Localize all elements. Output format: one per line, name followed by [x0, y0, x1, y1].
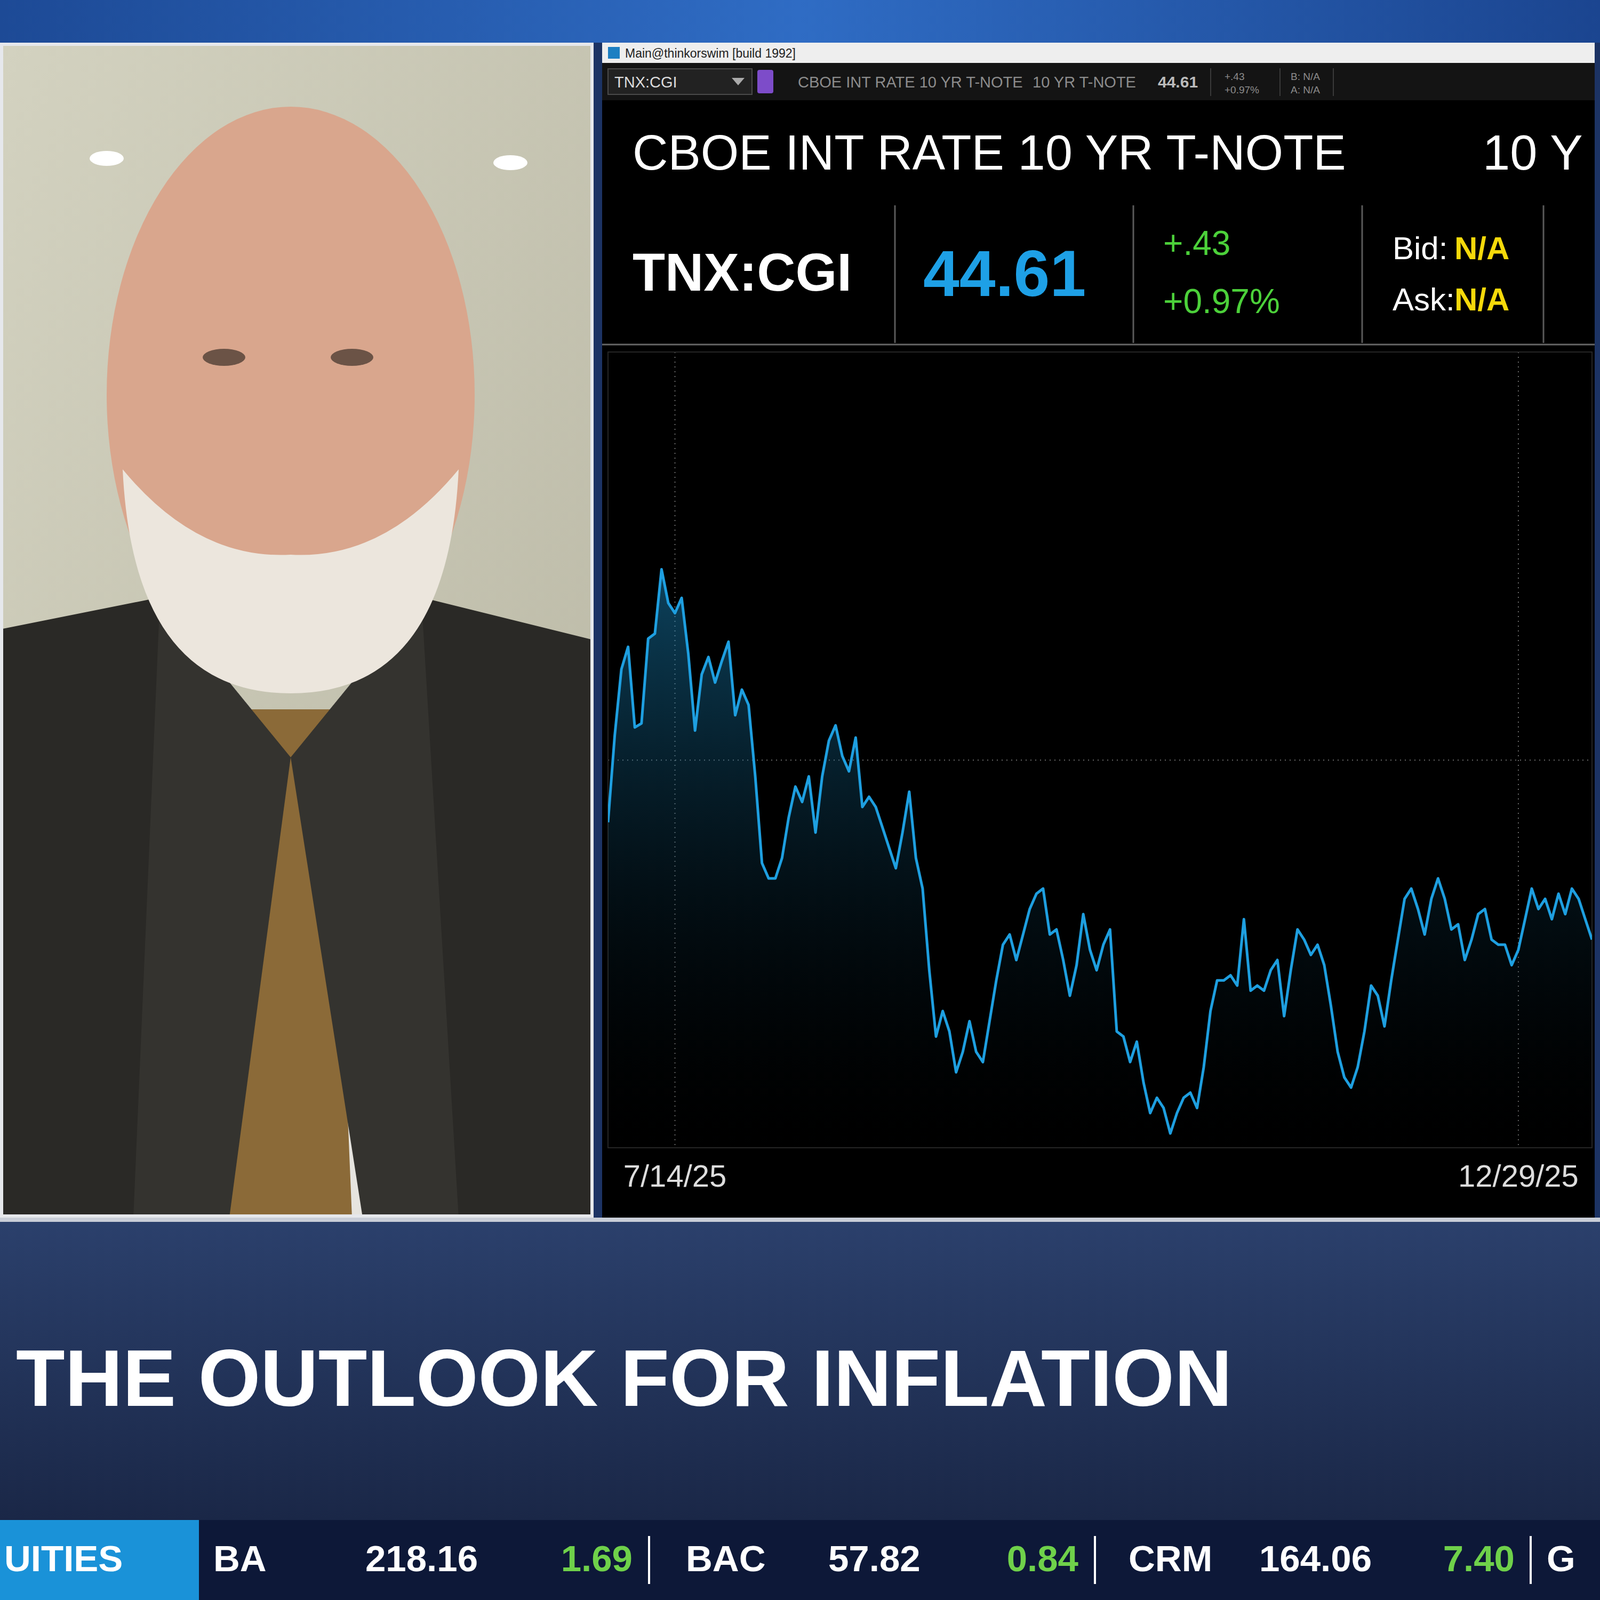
y-grid-line: [608, 759, 1592, 761]
toolbar-bid: B: N/A: [1290, 70, 1320, 83]
ticker-change: 0.84: [1006, 1538, 1079, 1580]
x-tick-label: 7/14/25: [623, 1158, 727, 1194]
ticker-separator: [1529, 1536, 1532, 1584]
bid-label: Bid:: [1392, 230, 1448, 267]
ticker-symbol: BAC: [685, 1538, 766, 1580]
ticker-price: 57.82: [828, 1538, 921, 1580]
ticker-change: 1.69: [561, 1538, 633, 1580]
symbol-box[interactable]: [608, 68, 752, 95]
x-tick-label: 12/29/25: [1458, 1158, 1579, 1194]
guest-video: [0, 42, 594, 1218]
ask-value: N/A: [1454, 281, 1510, 318]
quote-rule: [602, 344, 1595, 346]
headline-band: [0, 1221, 1600, 1520]
price-line: [608, 569, 1592, 1134]
quote-change: +.43: [1163, 224, 1231, 263]
title-bar: [602, 42, 1595, 63]
ticker-next: G: [1546, 1538, 1576, 1580]
ticker-price: 164.06: [1259, 1538, 1372, 1580]
app-icon: [608, 46, 620, 59]
window-title: Main@thinkorswim [build 1992]: [625, 46, 796, 61]
ticker-price: 218.16: [365, 1538, 478, 1580]
toolbar-short-name: 10 YR T-NOTE: [1032, 73, 1136, 91]
quote-symbol: TNX:CGI: [632, 242, 852, 302]
quote-separator: [1132, 205, 1135, 343]
quote-change-pct: +0.97%: [1163, 282, 1280, 321]
toolbar: [602, 62, 1595, 101]
eye: [202, 348, 246, 366]
top-band: [0, 0, 1600, 43]
chart-window: Main@thinkorswim [build 1992] TNX:CGI CBOE…: [602, 42, 1595, 1218]
ticker-label: UITIES: [4, 1538, 123, 1580]
quote-separator: [1542, 205, 1545, 343]
divider: [0, 1217, 1600, 1222]
toolbar-change-pct: +0.97%: [1224, 84, 1260, 96]
bid-value: N/A: [1454, 230, 1510, 267]
ticker-change: 7.40: [1443, 1538, 1515, 1580]
panel-border: [1, 44, 592, 1216]
quote-title-right: 10 Y: [1482, 125, 1583, 180]
ceiling-light: [89, 150, 124, 166]
toolbar-ask: A: N/A: [1290, 84, 1320, 96]
toolbar-separator: [1210, 68, 1212, 96]
ticker-bar: [0, 1520, 1600, 1600]
quote-separator: [1361, 205, 1364, 343]
window-bg: [602, 42, 1595, 1218]
ticker-label-box: [0, 1520, 199, 1600]
ticker-separator: [648, 1536, 651, 1584]
quote-last: 44.61: [923, 237, 1086, 310]
ticker-separator: [1093, 1536, 1096, 1584]
toolbar-description: CBOE INT RATE 10 YR T-NOTE: [797, 73, 1023, 91]
toolbar-separator: [1332, 68, 1334, 96]
plot-frame: [608, 352, 1592, 1148]
beard: [122, 469, 459, 694]
ceiling-light: [493, 155, 528, 171]
ask-label: Ask:: [1392, 281, 1455, 318]
ticker-symbol: BA: [213, 1538, 267, 1580]
background: [0, 0, 1600, 1600]
dropdown-arrow[interactable]: [731, 77, 745, 86]
area-fill: [608, 569, 1592, 1148]
wall: [0, 42, 594, 1218]
toolbar-symbol: TNX:CGI: [614, 73, 678, 91]
quote-separator: [894, 205, 896, 343]
link-icon: [757, 69, 774, 94]
ticker-symbol: CRM: [1128, 1538, 1213, 1580]
headline: THE OUTLOOK FOR INFLATION: [16, 1333, 1232, 1423]
toolbar-change: +.43: [1224, 70, 1245, 83]
toolbar-separator: [1279, 68, 1281, 96]
plot-data: [608, 569, 1592, 1148]
toolbar-last: 44.61: [1157, 73, 1198, 91]
quote-title: CBOE INT RATE 10 YR T-NOTE: [632, 125, 1347, 180]
eye: [330, 348, 374, 366]
